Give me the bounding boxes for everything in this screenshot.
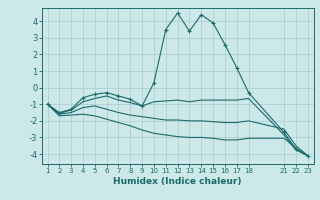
- X-axis label: Humidex (Indice chaleur): Humidex (Indice chaleur): [113, 177, 242, 186]
